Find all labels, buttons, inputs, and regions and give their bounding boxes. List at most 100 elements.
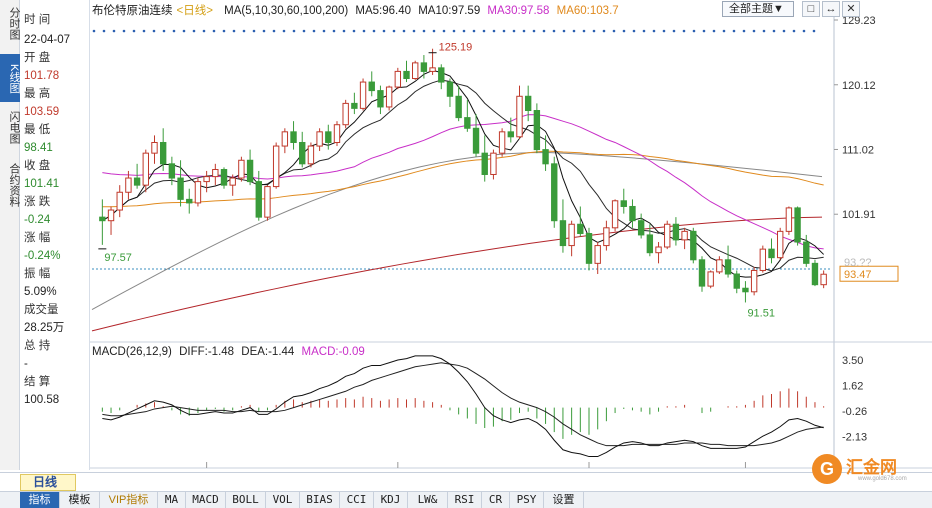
marker-dot	[382, 29, 386, 33]
brand-logo-icon: G	[812, 454, 842, 484]
marker-dot	[472, 29, 476, 33]
bias-button[interactable]: BIAS	[300, 492, 340, 508]
close-value: 101.41	[24, 178, 60, 190]
marker-dot	[502, 29, 506, 33]
marker-dot	[602, 29, 606, 33]
rsi-button[interactable]: RSI	[448, 492, 482, 508]
candle-body	[246, 159, 254, 183]
vip-indicator-button[interactable]: VIP指标	[100, 492, 158, 508]
cci-button[interactable]: CCI	[340, 492, 374, 508]
period-daily-tab[interactable]: 日线	[20, 474, 76, 491]
window-button[interactable]: □	[802, 1, 820, 17]
cr-button[interactable]: CR	[482, 492, 510, 508]
kline-chart[interactable]: 129.23 120.12 111.02 101.91 3.50 1.62 -0.26 -2.…	[90, 0, 932, 470]
marker-dot	[122, 29, 126, 33]
high-label: 最 高	[24, 88, 51, 100]
lw-button[interactable]: LW&	[408, 492, 448, 508]
marker-dot	[332, 29, 336, 33]
open-value: 101.78	[24, 70, 60, 82]
quote-info-panel: 时 间 22-04-07 开 盘 101.78 最 高 103.59 最 低 9…	[20, 0, 90, 470]
vol-button[interactable]: VOL	[266, 492, 300, 508]
candle-body	[342, 102, 349, 126]
marker-dot	[672, 29, 676, 33]
marker-dot	[712, 29, 716, 33]
marker-dot	[792, 29, 796, 33]
vol-label: 成交量	[24, 304, 59, 316]
candle-body	[455, 95, 462, 119]
template-button[interactable]: 模板	[60, 492, 100, 508]
instrument-title: 布伦特原油连续	[92, 5, 173, 17]
tab-lightning[interactable]: 闪电图	[8, 110, 20, 144]
macd-button[interactable]: MACD	[186, 492, 226, 508]
candle-body	[759, 248, 767, 271]
marker-dot	[402, 29, 406, 33]
candle-body	[325, 131, 332, 143]
candle-body	[159, 141, 167, 165]
current-price-value: 93.47	[844, 269, 872, 281]
kline-chart-area[interactable]: 129.23 120.12 111.02 101.91 3.50 1.62 -0.26 -2.…	[90, 0, 932, 470]
price-tick-label: 101.91	[842, 209, 876, 221]
candle-body	[785, 207, 793, 232]
settings-button[interactable]: 设置	[544, 492, 584, 508]
candle-body	[568, 223, 575, 247]
candle-body	[412, 62, 419, 80]
hidden-price-label: 93.??	[844, 257, 872, 269]
brand-name: 汇金网	[846, 458, 897, 477]
candle-body	[681, 230, 688, 241]
marker-dot	[642, 29, 646, 33]
candle-body	[107, 209, 115, 222]
candle-body	[307, 145, 315, 165]
marker-dot	[582, 29, 586, 33]
marker-dot	[752, 29, 756, 33]
candle-body	[377, 90, 384, 108]
theme-select[interactable]: 全部主题▼	[722, 1, 794, 17]
candle-body	[542, 149, 549, 165]
marker-dot	[572, 29, 576, 33]
marker-dot	[512, 29, 516, 33]
tab-intraday[interactable]: 分时图	[8, 6, 20, 40]
marker-dot	[132, 29, 136, 33]
view-tab-strip: 分时图 K线图 闪电图 合约资料	[0, 0, 20, 470]
marker-dot	[292, 29, 296, 33]
candle-body	[768, 248, 775, 259]
macd-params: MACD(26,12,9)	[92, 346, 172, 358]
tab-kline[interactable]: K线图	[0, 54, 20, 102]
boll-button[interactable]: BOLL	[226, 492, 266, 508]
candle-body	[724, 259, 732, 275]
resize-button[interactable]: ↔	[822, 1, 840, 17]
amp-label: 振 幅	[24, 268, 51, 280]
indicator-button[interactable]: 指标	[20, 492, 60, 508]
change-value: -0.24	[24, 214, 51, 226]
candle-body	[637, 220, 645, 236]
marker-dot	[242, 29, 246, 33]
tab-contract-info[interactable]: 合约资料	[8, 163, 20, 207]
ma-button[interactable]: MA	[158, 492, 186, 508]
candle-body	[533, 110, 541, 151]
marker-dot	[682, 29, 686, 33]
candle-body	[464, 117, 471, 129]
ma30-line	[102, 114, 824, 250]
close-button[interactable]: ✕	[842, 1, 860, 17]
marker-dot	[162, 29, 166, 33]
candle-body	[594, 245, 601, 264]
oi-value: -	[24, 358, 28, 370]
open-label: 开 盘	[24, 52, 51, 64]
candle-body	[585, 232, 593, 264]
marker-dot	[812, 29, 816, 33]
marker-dot	[652, 29, 656, 33]
candle-body	[516, 95, 523, 138]
candle-body	[177, 177, 184, 200]
candle-body	[151, 141, 158, 154]
candle-body	[490, 152, 497, 175]
psy-button[interactable]: PSY	[510, 492, 544, 508]
candle-body	[194, 181, 202, 204]
candle-body	[733, 273, 740, 289]
settle-value: 100.58	[24, 394, 60, 406]
candle-body	[620, 200, 627, 207]
kdj-button[interactable]: KDJ	[374, 492, 408, 508]
candle-body	[716, 259, 723, 273]
candle-body	[385, 86, 393, 108]
marker-dot	[762, 29, 766, 33]
marker-dot	[782, 29, 786, 33]
marker-dot	[432, 29, 436, 33]
